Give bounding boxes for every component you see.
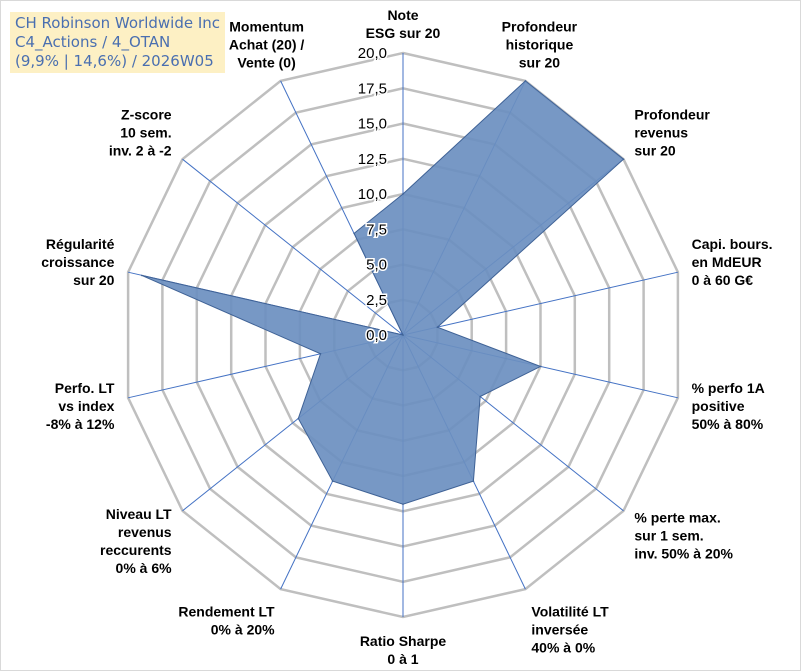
spoke-3 [402,271,679,336]
data-point-10 [319,353,322,355]
category-label-11: Régularité croissance sur 20 [41,236,114,288]
category-label-line: Note [387,7,418,23]
category-label-6: Volatilité LT inversée 40% à 0% [531,604,609,656]
category-label-line: 0% à 20% [211,622,275,638]
chart-title: CH Robinson Worldwide Inc C4_Actions / 4… [10,12,226,73]
ring-label-1: 2,5 [366,292,387,309]
category-label-line: 10 sem. [120,125,171,141]
title-line-3: (9,9% | 14,6%) / 2026W05 [15,52,214,70]
ring-label-6: 15,0 [358,116,387,133]
category-label-line: 0% à 6% [116,560,173,576]
category-label-8: Rendement LT 0% à 20% [178,604,275,638]
data-point-1 [524,80,527,82]
category-label-line: 0 à 60 G€ [692,272,754,288]
category-label-12: Z-score 10 sem. inv. 2 à -2 [109,107,172,159]
category-label-line: sur 1 sem. [634,527,703,543]
category-label-line: croissance [41,254,114,270]
category-label-line: inv. 50% à 20% [634,545,733,561]
category-label-line: Z-score [121,107,172,123]
title-line-2: C4_Actions / 4_OTAN [15,33,171,51]
data-point-4 [539,365,542,368]
data-point-3 [436,326,439,329]
category-label-line: reccurents [100,542,172,558]
category-label-line: Ratio Sharpe [360,633,447,649]
data-point-13 [353,232,355,235]
data-point-5 [479,395,482,398]
category-label-5: % perte max. sur 1 sem. inv. 50% à 20% [634,509,733,561]
category-label-10: Perfo. LT vs index -8% à 12% [46,380,115,432]
category-label-line: inv. 2 à -2 [109,143,172,159]
data-point-11 [141,274,143,277]
data-point-2 [622,158,625,160]
category-label-line: revenus [634,125,688,141]
category-label-line: 40% à 0% [531,640,595,656]
category-label-line: 50% à 80% [692,416,764,432]
data-point-0 [402,193,404,195]
category-label-line: historique [506,36,574,52]
category-label-line: Rendement LT [178,604,275,620]
category-label-line: sur 20 [519,54,560,70]
category-label-0: Note ESG sur 20 [366,7,441,41]
ring-label-3: 7,5 [366,221,387,238]
category-label-line: Capi. bours. [692,236,773,252]
category-label-7: Ratio Sharpe 0 à 1 [360,633,447,667]
category-label-line: -8% à 12% [46,416,115,432]
ring-label-4: 10,0 [358,186,387,203]
category-label-line: positive [692,398,745,414]
category-label-line: 0 à 1 [387,651,418,667]
category-label-1: Profondeur historique sur 20 [502,18,578,70]
ring-label-7: 17,5 [358,80,387,97]
title-line-1: CH Robinson Worldwide Inc [15,14,221,32]
data-point-9 [297,417,300,420]
category-label-13: Momentum Achat (20) / Vente (0) [229,18,305,70]
category-label-line: % perte max. [634,509,720,525]
category-label-line: sur 20 [73,272,114,288]
category-label-line: Volatilité LT [531,604,609,620]
category-label-line: en MdEUR [692,254,762,270]
category-label-9: Niveau LT revenus reccurents 0% à 6% [100,506,172,576]
category-label-3: Capi. bours. en MdEUR 0 à 60 G€ [692,236,773,288]
category-label-line: Régularité [46,236,115,252]
data-point-6 [472,480,475,482]
category-label-line: Achat (20) / [229,36,305,52]
category-label-line: Perfo. LT [55,380,115,396]
category-label-line: % perfo 1A [692,380,765,396]
category-label-line: inversée [531,622,588,638]
spoke-12 [182,158,404,336]
category-label-line: Momentum [229,18,304,34]
category-label-line: Profondeur [502,18,578,34]
category-label-line: revenus [118,524,172,540]
ring-label-0: 0,0 [366,327,387,344]
category-label-2: Profondeur revenus sur 20 [634,107,710,159]
ring-label-5: 12,5 [358,151,387,168]
category-label-line: ESG sur 20 [366,25,441,41]
category-label-line: Profondeur [634,107,710,123]
data-point-7 [402,503,404,506]
data-point-8 [331,480,334,482]
ring-label-2: 5,0 [366,257,387,274]
category-label-line: sur 20 [634,143,675,159]
category-label-line: vs index [58,398,114,414]
ring-label-8: 20,0 [358,45,387,62]
data-point-12 [402,334,404,336]
category-label-line: Niveau LT [106,506,172,522]
category-label-4: % perfo 1A positive 50% à 80% [692,380,765,432]
category-label-line: Vente (0) [237,54,295,70]
